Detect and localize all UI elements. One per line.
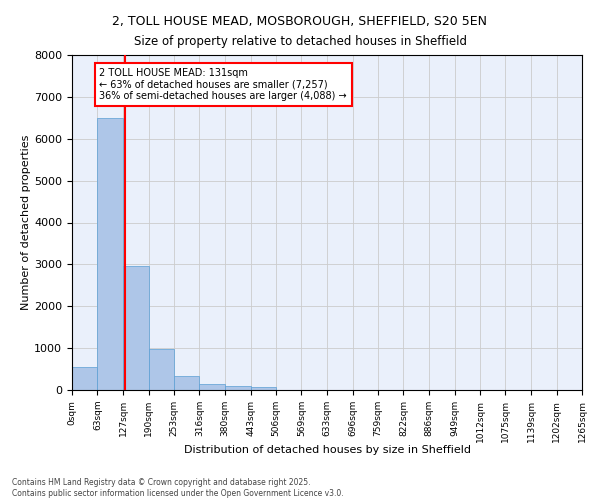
- Bar: [72, 367, 97, 390]
- X-axis label: Distribution of detached houses by size in Sheffield: Distribution of detached houses by size …: [184, 444, 470, 454]
- Text: 2, TOLL HOUSE MEAD, MOSBOROUGH, SHEFFIELD, S20 5EN: 2, TOLL HOUSE MEAD, MOSBOROUGH, SHEFFIEL…: [113, 15, 487, 28]
- Bar: [123, 266, 149, 390]
- Bar: [225, 386, 251, 390]
- Bar: [174, 376, 199, 390]
- Bar: [97, 118, 123, 390]
- Bar: [251, 388, 276, 390]
- Text: Size of property relative to detached houses in Sheffield: Size of property relative to detached ho…: [133, 35, 467, 48]
- Y-axis label: Number of detached properties: Number of detached properties: [22, 135, 31, 310]
- Text: Contains HM Land Registry data © Crown copyright and database right 2025.
Contai: Contains HM Land Registry data © Crown c…: [12, 478, 344, 498]
- Bar: [199, 384, 225, 390]
- Text: 2 TOLL HOUSE MEAD: 131sqm
← 63% of detached houses are smaller (7,257)
36% of se: 2 TOLL HOUSE MEAD: 131sqm ← 63% of detac…: [100, 68, 347, 101]
- Bar: [149, 349, 174, 390]
